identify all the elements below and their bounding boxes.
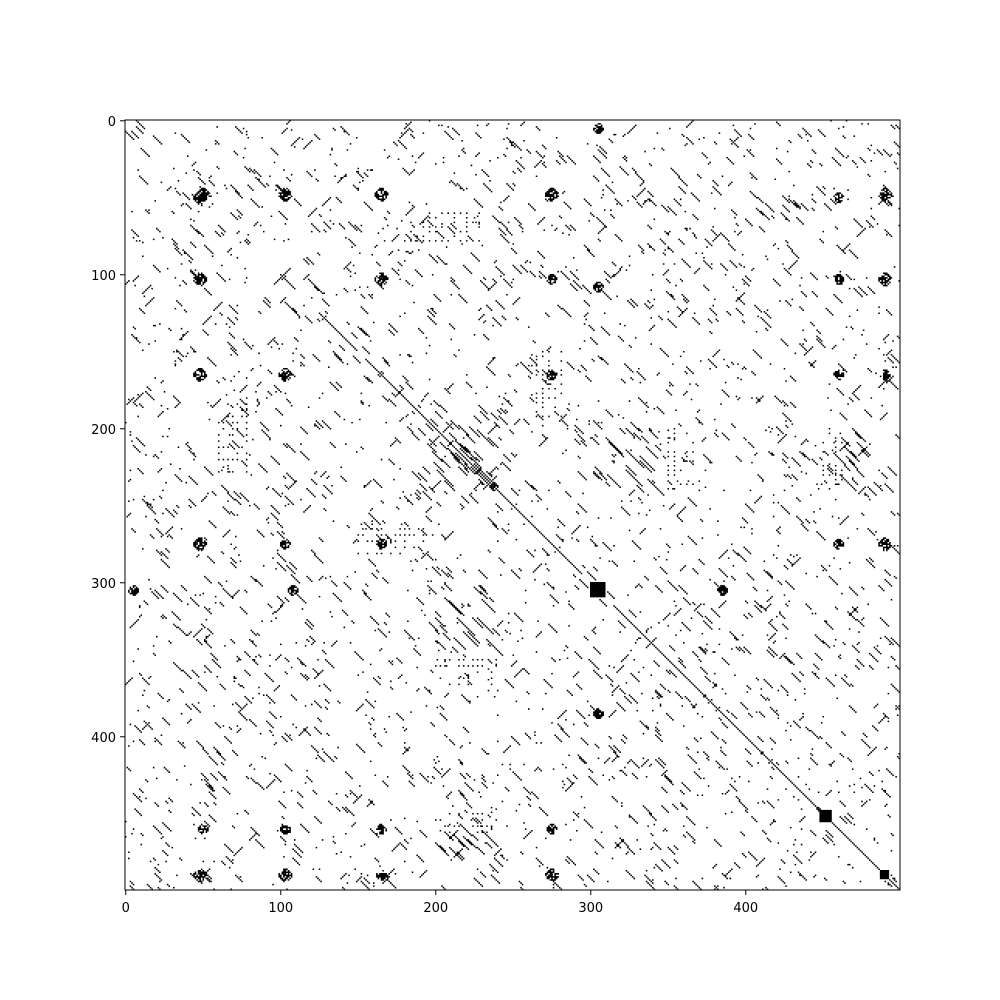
y-tick-label: 300 xyxy=(91,577,116,592)
plot-area xyxy=(124,119,901,891)
y-tick-label: 100 xyxy=(91,269,116,284)
matrix-marks xyxy=(125,120,901,891)
plot-frame xyxy=(124,119,901,891)
y-tick-label: 200 xyxy=(91,423,116,438)
y-tick-label: 0 xyxy=(108,115,116,130)
x-tick-label: 100 xyxy=(268,901,293,916)
x-tick-label: 0 xyxy=(122,901,130,916)
x-axis: 0 100 200 300 400 xyxy=(122,890,758,916)
nonzero-cells-0 xyxy=(193,187,900,890)
y-axis: 0 100 200 300 400 xyxy=(91,115,125,746)
x-tick-label: 400 xyxy=(733,901,758,916)
x-tick-label: 200 xyxy=(423,901,448,916)
x-tick-label: 300 xyxy=(578,901,603,916)
y-tick-label: 400 xyxy=(91,731,116,746)
